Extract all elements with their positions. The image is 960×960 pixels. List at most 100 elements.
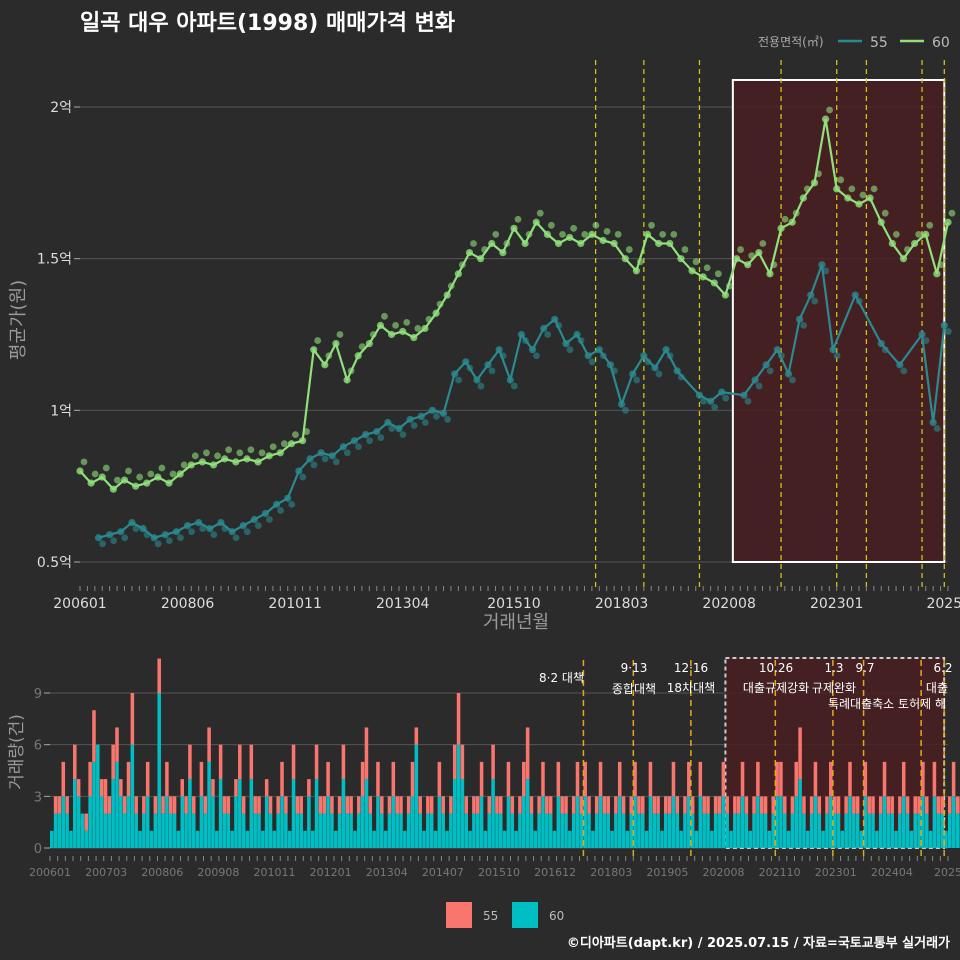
- bar-55: [475, 796, 480, 814]
- bar-60: [583, 796, 587, 848]
- point-60: [203, 449, 210, 457]
- point-60: [392, 322, 399, 329]
- point-60: [180, 461, 188, 469]
- bottom-x-tick-label: 202404: [871, 866, 913, 879]
- bar-60: [468, 830, 472, 848]
- legend-60-label: 60: [932, 35, 950, 51]
- bar-55: [441, 796, 445, 814]
- point-60: [837, 176, 845, 184]
- bar-60: [199, 796, 204, 848]
- bar-60: [533, 830, 538, 848]
- bar-60: [614, 813, 618, 848]
- top-x-axis-label: 거래년월: [483, 612, 549, 633]
- bar-55: [675, 796, 680, 814]
- bar-60: [675, 813, 680, 848]
- policy-label: 규제완화: [812, 681, 856, 695]
- bottom-legend: 55 60: [446, 902, 564, 928]
- bar-60: [475, 813, 480, 848]
- bar-60: [353, 830, 357, 848]
- point-55: [766, 367, 774, 375]
- bar-60: [207, 761, 211, 848]
- bar-60: [276, 813, 280, 848]
- bar-55: [399, 796, 403, 814]
- bar-55: [84, 813, 89, 831]
- bar-60: [537, 813, 541, 848]
- bar-55: [88, 761, 92, 797]
- bar-60: [84, 830, 89, 848]
- bar-55: [848, 761, 852, 797]
- bar-60: [859, 830, 864, 848]
- bar-60: [786, 830, 791, 848]
- bar-60: [499, 813, 503, 848]
- bar-60: [763, 813, 768, 848]
- bottom-x-tick-label: 202110: [759, 866, 801, 879]
- bar-55: [76, 779, 81, 797]
- bar-60: [234, 796, 238, 848]
- bar-60: [195, 830, 200, 848]
- bar-60: [875, 830, 879, 848]
- bar-60: [771, 813, 776, 848]
- top-y-tick-label: 0.5억: [37, 555, 72, 571]
- point-60: [670, 231, 678, 238]
- point-55: [110, 537, 118, 545]
- top-x-tick-label: 2025: [926, 596, 960, 612]
- bar-60: [130, 744, 135, 848]
- series-line-55: [98, 264, 946, 539]
- bar-60: [241, 813, 246, 848]
- bar-55: [698, 761, 703, 797]
- top-y-axis-label: 평균가(원): [8, 280, 29, 360]
- bar-55: [191, 796, 196, 814]
- bar-60: [310, 830, 315, 848]
- bar-60: [337, 813, 342, 848]
- bar-55: [257, 796, 261, 814]
- bar-60: [103, 813, 108, 848]
- bar-60: [188, 779, 192, 848]
- bar-55: [759, 796, 764, 814]
- bar-60: [924, 813, 929, 848]
- bar-55: [932, 761, 937, 797]
- bar-55: [740, 761, 745, 797]
- bar-60: [548, 813, 553, 848]
- bar-55: [564, 796, 568, 814]
- bar-55: [295, 796, 300, 814]
- bar-60: [357, 813, 361, 848]
- point-60: [559, 231, 566, 238]
- bar-60: [172, 813, 177, 848]
- bar-55: [529, 796, 534, 814]
- point-60: [881, 209, 889, 217]
- bar-55: [73, 744, 77, 780]
- bar-55: [798, 727, 802, 780]
- bar-60: [176, 830, 181, 848]
- legend-bar-55-swatch: [446, 902, 472, 928]
- bar-55: [456, 693, 461, 745]
- bar-55: [882, 761, 887, 797]
- bottom-x-tick-label: 2025: [934, 866, 960, 879]
- bar-55: [337, 796, 342, 814]
- bar-60: [368, 813, 373, 848]
- bar-60: [76, 796, 81, 848]
- point-60: [225, 446, 233, 454]
- bar-55: [99, 779, 104, 797]
- bar-55: [61, 761, 66, 797]
- bar-55: [522, 761, 526, 797]
- point-60: [826, 106, 833, 114]
- bar-55: [472, 796, 476, 814]
- point-60: [336, 331, 344, 338]
- top-axes: 0.5억 1억 1.5억 2억 200601 200806 201011 201304 2015…: [37, 100, 960, 612]
- bar-55: [537, 796, 541, 814]
- bar-55: [238, 744, 242, 780]
- bar-60: [621, 813, 626, 848]
- bar-55: [180, 779, 185, 797]
- point-55: [744, 397, 752, 405]
- bar-60: [61, 796, 66, 848]
- bar-60: [429, 813, 434, 848]
- bar-55: [168, 796, 173, 814]
- bar-60: [80, 813, 85, 848]
- bar-60: [53, 813, 58, 848]
- bar-55: [587, 796, 591, 814]
- bar-55: [736, 796, 741, 814]
- point-55: [633, 376, 641, 384]
- top-x-tick-label: 200601: [53, 596, 106, 612]
- bar-60: [882, 796, 887, 848]
- point-55: [432, 413, 440, 420]
